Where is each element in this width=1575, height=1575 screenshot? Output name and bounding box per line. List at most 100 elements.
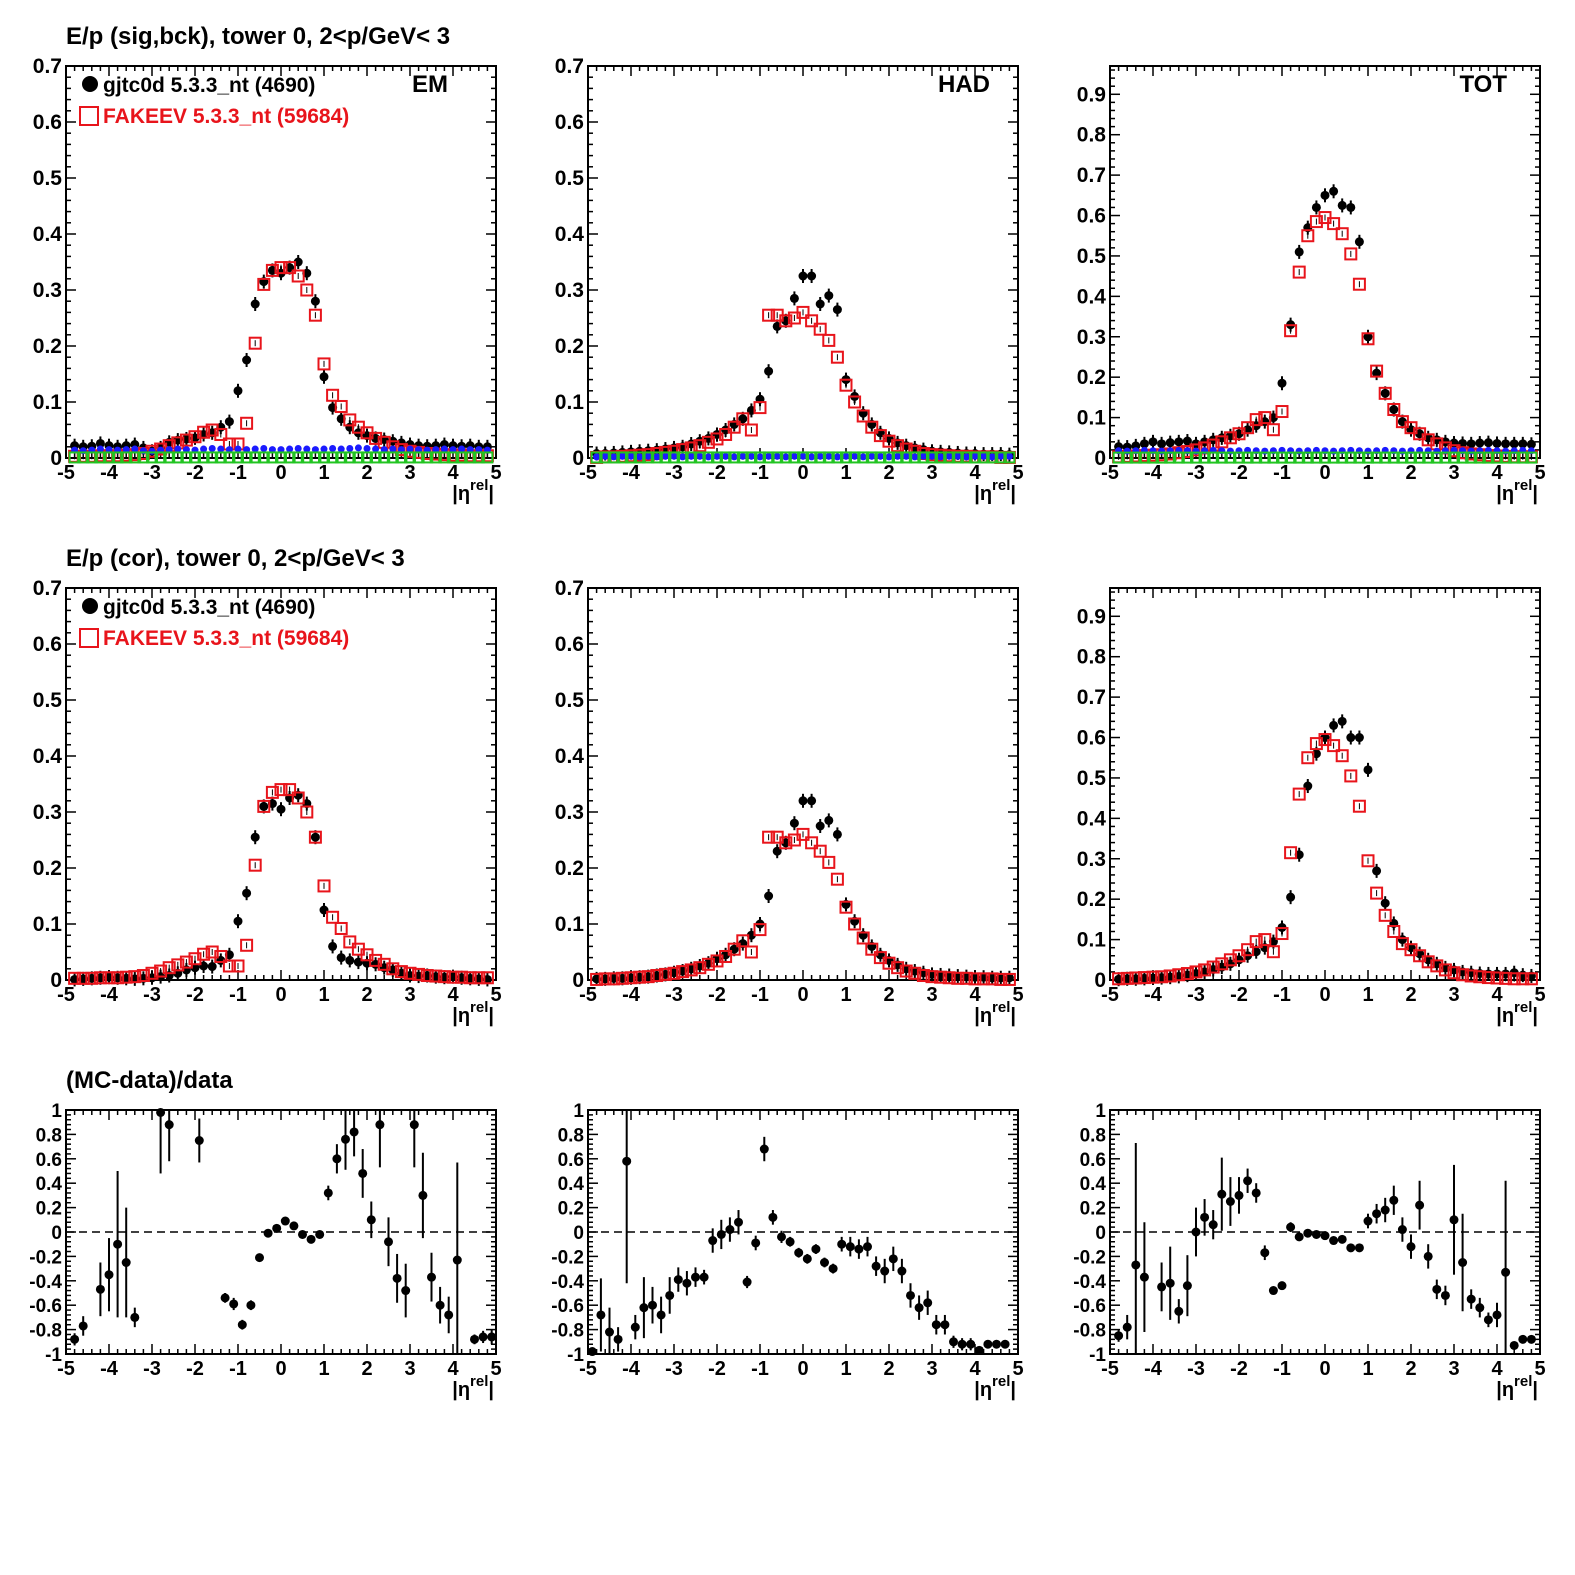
mc-point xyxy=(171,958,185,972)
background-data-point xyxy=(782,453,790,461)
x-tick-label: -5 xyxy=(1101,1358,1119,1380)
mc-point xyxy=(179,433,193,447)
background-mc-point xyxy=(1353,451,1366,464)
mc-point xyxy=(205,945,219,959)
background-mc-point xyxy=(599,451,612,464)
background-mc-point xyxy=(438,451,451,464)
background-mc-point xyxy=(1293,451,1306,464)
y-tick-label: 0.4 xyxy=(558,1174,585,1195)
mc-point xyxy=(839,378,853,392)
mc-point xyxy=(693,961,707,975)
data-point xyxy=(789,293,799,303)
mc-point xyxy=(633,970,647,984)
background-mc-point xyxy=(1491,451,1503,464)
y-tick-label: 0 xyxy=(572,447,584,470)
background-mc-point xyxy=(1413,451,1426,464)
data-point xyxy=(1483,1315,1493,1325)
plot-panels: -5 -4 -3 -2 -1 0 1 2 3 4 5|ηrel|00.10.20.30.40.50.… xyxy=(29,55,1545,1401)
y-tick-label: -0.2 xyxy=(29,1247,62,1268)
x-tick-label: 3 xyxy=(404,984,415,1006)
mc-point xyxy=(334,921,348,935)
data-point xyxy=(444,1310,454,1320)
background-mc-point xyxy=(1516,451,1529,464)
y-tick-label: 0.3 xyxy=(1077,326,1106,349)
background-data-point xyxy=(458,445,466,453)
mc-point xyxy=(848,395,862,409)
x-axis-label: |ηrel| xyxy=(974,999,1016,1027)
background-data-point xyxy=(311,446,319,454)
mc-point xyxy=(641,970,655,984)
data-point xyxy=(1294,247,1304,257)
background-mc-point xyxy=(926,451,938,464)
background-mc-point xyxy=(762,451,775,464)
background-data-point xyxy=(876,452,884,460)
mc-point xyxy=(1499,971,1513,985)
mc-point xyxy=(429,969,443,983)
background-data-point xyxy=(346,444,354,452)
mc-point xyxy=(822,333,836,347)
mc-point xyxy=(240,938,254,952)
y-tick-label: 0 xyxy=(51,1223,62,1244)
mc-point xyxy=(472,971,486,985)
mc-point xyxy=(420,969,434,983)
x-tick-label: -1 xyxy=(1273,984,1291,1006)
x-tick-label: 2 xyxy=(1405,984,1416,1006)
row-title-cor: E/p (cor), tower 0, 2<p/GeV< 3 xyxy=(66,545,405,572)
x-tick-label: 2 xyxy=(361,462,372,484)
background-mc-point xyxy=(908,451,921,464)
background-mc-point xyxy=(1112,451,1125,464)
y-tick-label: -0.2 xyxy=(1073,1247,1106,1268)
y-tick-label: 0.5 xyxy=(555,689,585,712)
mc-point xyxy=(145,966,159,980)
background-mc-point xyxy=(1233,451,1245,464)
y-tick-label: 0.5 xyxy=(1077,245,1107,268)
x-tick-label: 3 xyxy=(404,1358,415,1380)
background-mc-point xyxy=(1448,451,1460,464)
background-data-point xyxy=(389,445,397,453)
mc-point xyxy=(1002,972,1016,986)
mc-point xyxy=(891,961,905,975)
data-point xyxy=(1475,438,1485,448)
mc-point xyxy=(403,966,417,980)
x-axis-label-close: | xyxy=(488,1005,494,1027)
y-tick-label: -1 xyxy=(567,1345,584,1366)
data-point xyxy=(880,1266,890,1276)
data-point xyxy=(349,1127,359,1137)
background-mc-point xyxy=(977,451,990,464)
mc-point xyxy=(1223,431,1237,445)
data-point xyxy=(1122,1322,1132,1332)
mc-point xyxy=(1301,229,1315,243)
mc-point xyxy=(607,972,621,986)
background-mc-point xyxy=(257,451,270,464)
data-point xyxy=(798,796,808,806)
mc-point xyxy=(1370,886,1384,900)
background-mc-point xyxy=(464,451,477,464)
data-point xyxy=(871,1261,881,1271)
data-point xyxy=(630,1322,640,1332)
mc-point xyxy=(1266,945,1280,959)
data-point xyxy=(888,1254,898,1264)
mc-point xyxy=(248,858,262,872)
data-point xyxy=(1518,1334,1528,1344)
legend-label-data: gjtc0d 5.3.3_nt (4690) xyxy=(103,74,315,97)
mc-point xyxy=(1258,411,1272,425)
data-point xyxy=(156,1107,166,1117)
background-mc-point xyxy=(1379,451,1392,464)
background-mc-point xyxy=(1465,451,1478,464)
x-tick-label: -2 xyxy=(186,462,204,484)
mc-point xyxy=(1438,963,1452,977)
mc-point xyxy=(463,971,477,985)
mc-point xyxy=(1284,846,1298,860)
background-mc-point xyxy=(447,451,459,464)
mc-point xyxy=(1473,970,1487,984)
x-axis-label-main: |η xyxy=(1496,483,1514,505)
data-point xyxy=(815,821,825,831)
mc-point xyxy=(1120,971,1134,985)
mc-point xyxy=(265,263,279,277)
mc-point xyxy=(1292,787,1306,801)
mc-point xyxy=(1344,247,1358,261)
x-tick-label: 5 xyxy=(1012,1358,1023,1380)
mc-point xyxy=(222,959,236,973)
y-tick-label: 0.7 xyxy=(555,55,584,78)
data-point xyxy=(1372,1209,1382,1219)
